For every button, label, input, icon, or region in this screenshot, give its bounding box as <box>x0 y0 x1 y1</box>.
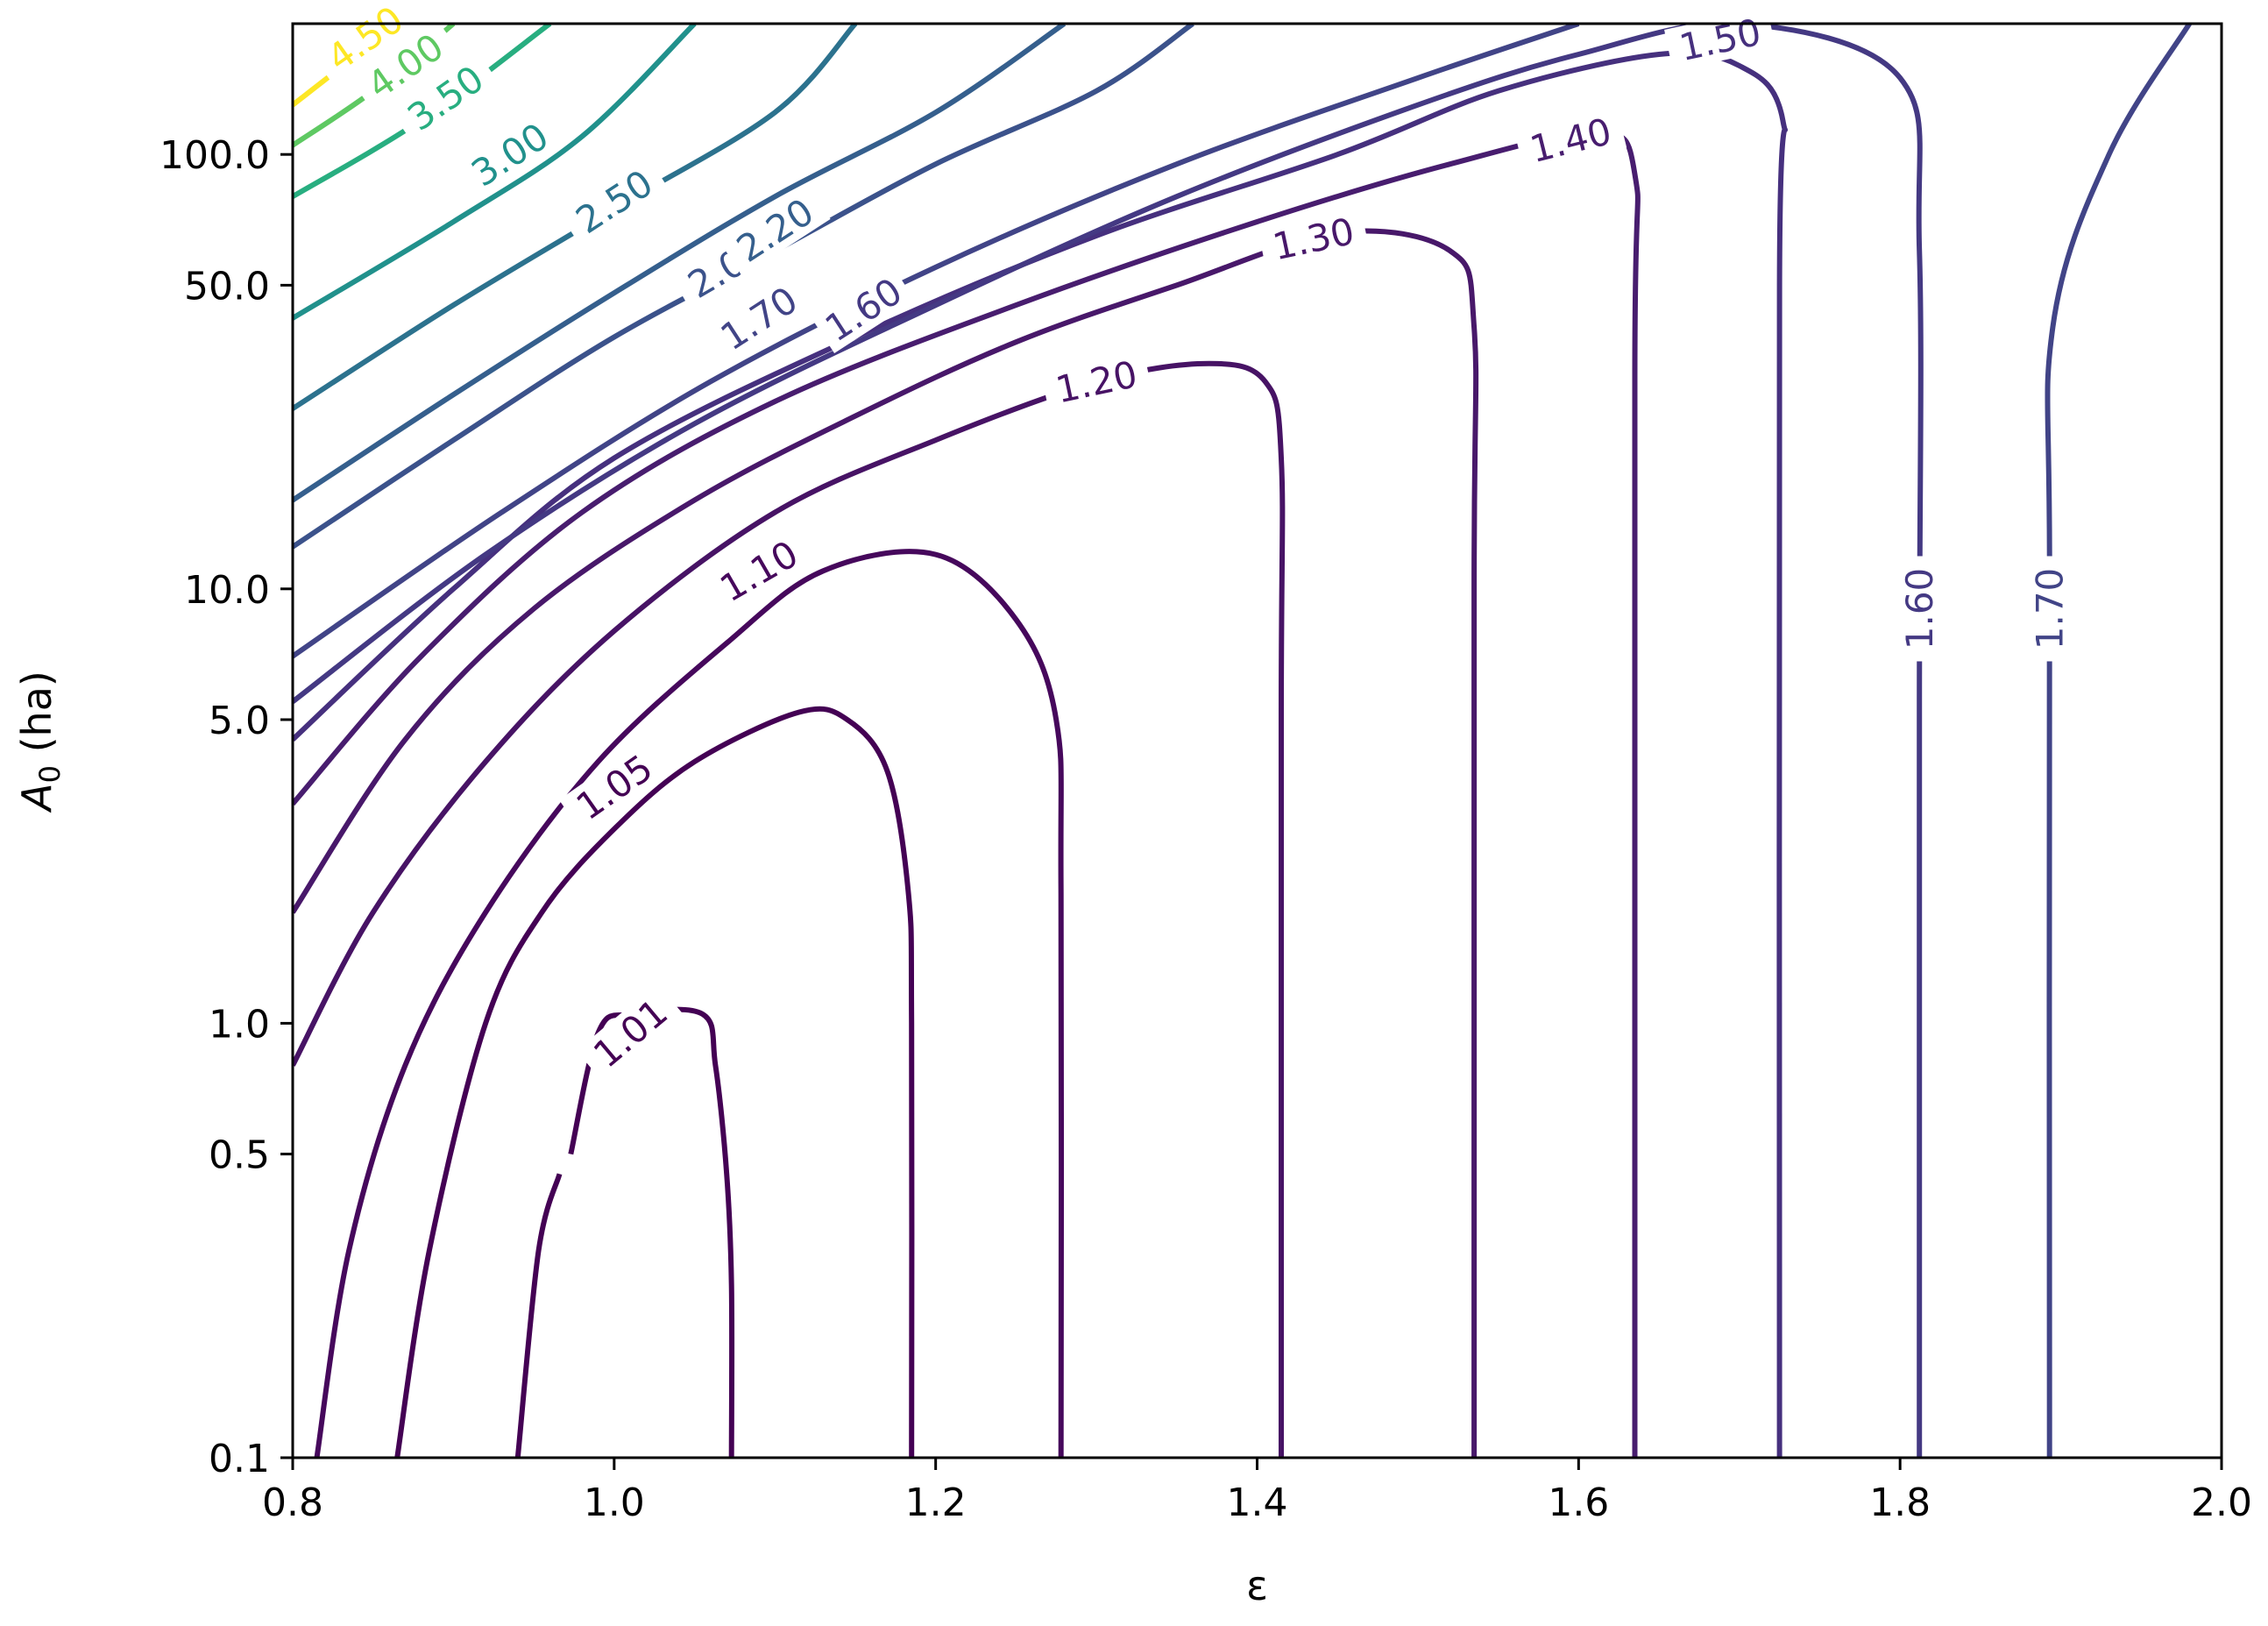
contour-label-bg-2.50 <box>558 154 670 248</box>
x-tick-label: 0.8 <box>262 1480 323 1525</box>
y-tick-label: 1.0 <box>209 1002 270 1047</box>
contour-labels: 1.011.051.101.201.301.401.501.60 1.702.00… <box>309 0 2072 1083</box>
x-tick-label: 1.0 <box>584 1480 645 1525</box>
contour-label-1.30: 1.30 <box>1269 209 1358 268</box>
x-axis-ticks: 0.8 1.0 1.2 1.4 1.6 1.8 2.0 <box>262 1458 2252 1525</box>
contour-label-1.20: 1.20 <box>1052 352 1141 411</box>
contour-line-1.60 <box>293 24 1924 1458</box>
y-tick-label: 0.1 <box>209 1437 270 1481</box>
contour-line-1.70-second-branch <box>2045 24 2192 1458</box>
contour-label-bg-3.00 <box>454 108 566 201</box>
y-tick-label: 100.0 <box>159 133 270 178</box>
contour-label-bg-4.00 <box>350 18 461 114</box>
contour-label-bg-extra-1 <box>811 265 916 353</box>
x-tick-label: 1.2 <box>905 1480 967 1525</box>
contour-label-bg-1.70 <box>2028 556 2071 662</box>
contour-label-1.60: 1.60 <box>1898 568 1941 650</box>
y-axis-label-sub: 0 <box>33 765 67 783</box>
contour-line-1.30 <box>293 228 1479 1458</box>
y-tick-label: 0.5 <box>209 1133 270 1178</box>
contour-line-1.20 <box>293 360 1286 1458</box>
contour-line-1.01 <box>568 1006 735 1458</box>
contour-line-1.50 <box>293 50 1788 1458</box>
contour-line-1.40 <box>293 130 1641 1458</box>
contour-label-bg-1.30 <box>1258 207 1370 271</box>
contour-line-1.05 <box>394 706 915 1458</box>
x-tick-label: 1.6 <box>1548 1480 1609 1525</box>
contour-label-1.40: 1.40 <box>1526 110 1616 171</box>
y-tick-label: 5.0 <box>209 699 270 743</box>
contour-label-bg-1.40 <box>1514 106 1627 174</box>
y-axis-ticks: 0.1 0.5 1.0 5.0 10.0 50.0 100.0 <box>159 133 293 1481</box>
y-tick-label: 10.0 <box>184 568 270 613</box>
contour-line-1.01-left-branch <box>514 1173 563 1458</box>
y-tick-label: 50.0 <box>184 264 270 309</box>
contour-line-1.70 <box>293 24 1580 659</box>
contour-label-bg-4.50 <box>309 0 421 86</box>
contour-label-1.70: 1.70 <box>2029 568 2072 650</box>
contour-label-bg-2.20 <box>719 183 831 277</box>
contour-label-bg-extra-0 <box>706 273 812 362</box>
contour-label-bg-1.20 <box>1040 350 1152 414</box>
contour-label-bg-1.05 <box>558 739 670 834</box>
contour-label-bg-1.10 <box>702 526 815 616</box>
contour-line-2.20 <box>293 24 1067 503</box>
contour-label-bg-3.50 <box>390 50 501 146</box>
contour-label-bg-1.60 <box>1898 556 1941 662</box>
contour-line-1.10 <box>314 549 1065 1458</box>
y-axis-label-main: A <box>13 783 60 813</box>
x-axis-label: ε <box>1246 1562 1268 1609</box>
x-tick-label: 1.4 <box>1227 1480 1288 1525</box>
y-axis-label: A0 (ha) <box>13 671 67 813</box>
contour-label-1.50: 1.50 <box>1676 11 1765 69</box>
x-tick-label: 1.8 <box>1869 1480 1931 1525</box>
contour-label-bg-1.01 <box>576 983 684 1083</box>
contour-line-3.00 <box>293 24 697 321</box>
y-axis-label-rest: (ha) <box>13 671 60 765</box>
x-tick-label: 2.0 <box>2191 1480 2252 1525</box>
